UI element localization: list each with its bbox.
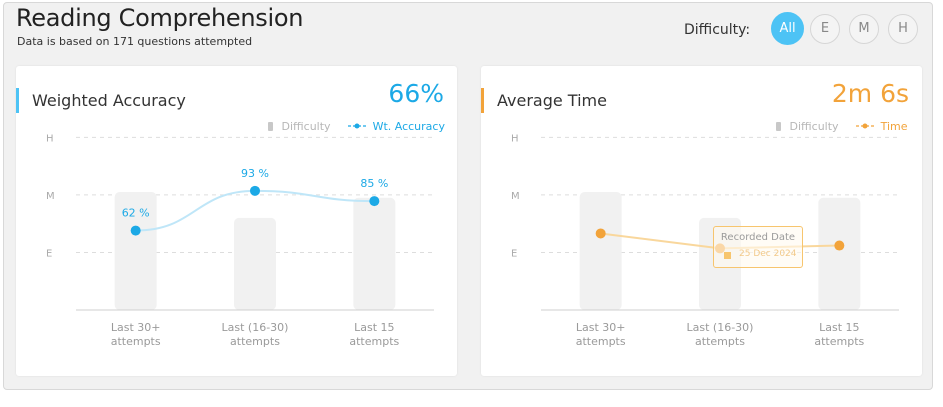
accuracy-legend-icon	[348, 120, 367, 133]
filter-medium-button[interactable]: M	[849, 14, 879, 44]
time-legend-icon	[856, 120, 875, 133]
recorded-date-tooltip: Recorded Date 25 Dec 2024	[713, 226, 803, 268]
difficulty-bar	[353, 197, 396, 310]
x-tick-label: Last 15	[354, 321, 394, 334]
x-tick-label: attempts	[111, 335, 161, 348]
data-point	[250, 185, 260, 196]
data-point	[834, 240, 845, 251]
data-point	[595, 228, 606, 239]
card-title: Average Time	[497, 91, 607, 110]
time-metric: 2m 6s	[831, 79, 909, 108]
tooltip-date: 25 Dec 2024	[739, 249, 797, 259]
chart-legend: Difficulty Wt. Accuracy	[267, 120, 445, 133]
data-point	[369, 196, 380, 207]
x-tick-label: Last 30+	[576, 321, 626, 334]
x-tick-label: attempts	[814, 335, 864, 348]
legend-accuracy-label: Wt. Accuracy	[372, 120, 445, 133]
average-time-card: Average Time 2m 6s Difficulty Time E M H La…	[481, 66, 922, 376]
data-label: 85 %	[360, 177, 388, 190]
legend-time-label: Time	[880, 120, 908, 133]
tooltip-title: Recorded Date	[720, 232, 796, 243]
x-tick-label: Last 30+	[111, 321, 161, 334]
legend-difficulty-label: Difficulty	[281, 120, 331, 133]
y-tick-label: H	[511, 133, 519, 144]
weighted-accuracy-card: Weighted Accuracy 66% Difficulty Wt. Acc…	[16, 66, 457, 376]
y-tick-label: M	[46, 191, 55, 202]
filter-hard-button[interactable]: H	[888, 14, 918, 44]
data-label: 93 %	[241, 167, 269, 180]
x-tick-label: attempts	[230, 335, 280, 348]
difficulty-bar	[114, 192, 157, 310]
difficulty-legend-icon	[775, 120, 782, 133]
x-tick-label: attempts	[695, 335, 745, 348]
y-tick-label: E	[511, 248, 517, 259]
difficulty-bar	[579, 192, 622, 310]
filter-all-button[interactable]: All	[771, 12, 804, 45]
x-tick-label: Last 15	[819, 321, 859, 334]
section-panel: Reading Comprehension Data is based on 1…	[3, 2, 933, 390]
y-tick-label: E	[46, 248, 52, 259]
data-label: 62 %	[122, 207, 150, 220]
difficulty-label: Difficulty:	[684, 22, 751, 38]
legend-difficulty-label: Difficulty	[789, 120, 839, 133]
x-tick-label: attempts	[576, 335, 626, 348]
difficulty-bar	[818, 197, 861, 310]
chart-legend: Difficulty Time	[775, 120, 907, 133]
difficulty-legend-icon	[267, 120, 274, 133]
y-tick-label: M	[511, 191, 520, 202]
page-title: Reading Comprehension	[16, 4, 304, 32]
data-point	[130, 225, 141, 236]
x-tick-label: attempts	[349, 335, 399, 348]
accuracy-metric: 66%	[388, 79, 444, 108]
card-title: Weighted Accuracy	[32, 91, 186, 110]
x-tick-label: Last (16-30)	[222, 321, 289, 334]
card-accent-bar	[16, 88, 19, 113]
tooltip-marker-icon	[724, 252, 731, 259]
y-tick-label: H	[46, 133, 54, 144]
x-tick-label: Last (16-30)	[687, 321, 754, 334]
card-accent-bar	[481, 88, 484, 113]
filter-easy-button[interactable]: E	[810, 14, 840, 44]
difficulty-bar	[234, 217, 276, 310]
page-subtitle: Data is based on 171 questions attempted	[17, 35, 253, 48]
